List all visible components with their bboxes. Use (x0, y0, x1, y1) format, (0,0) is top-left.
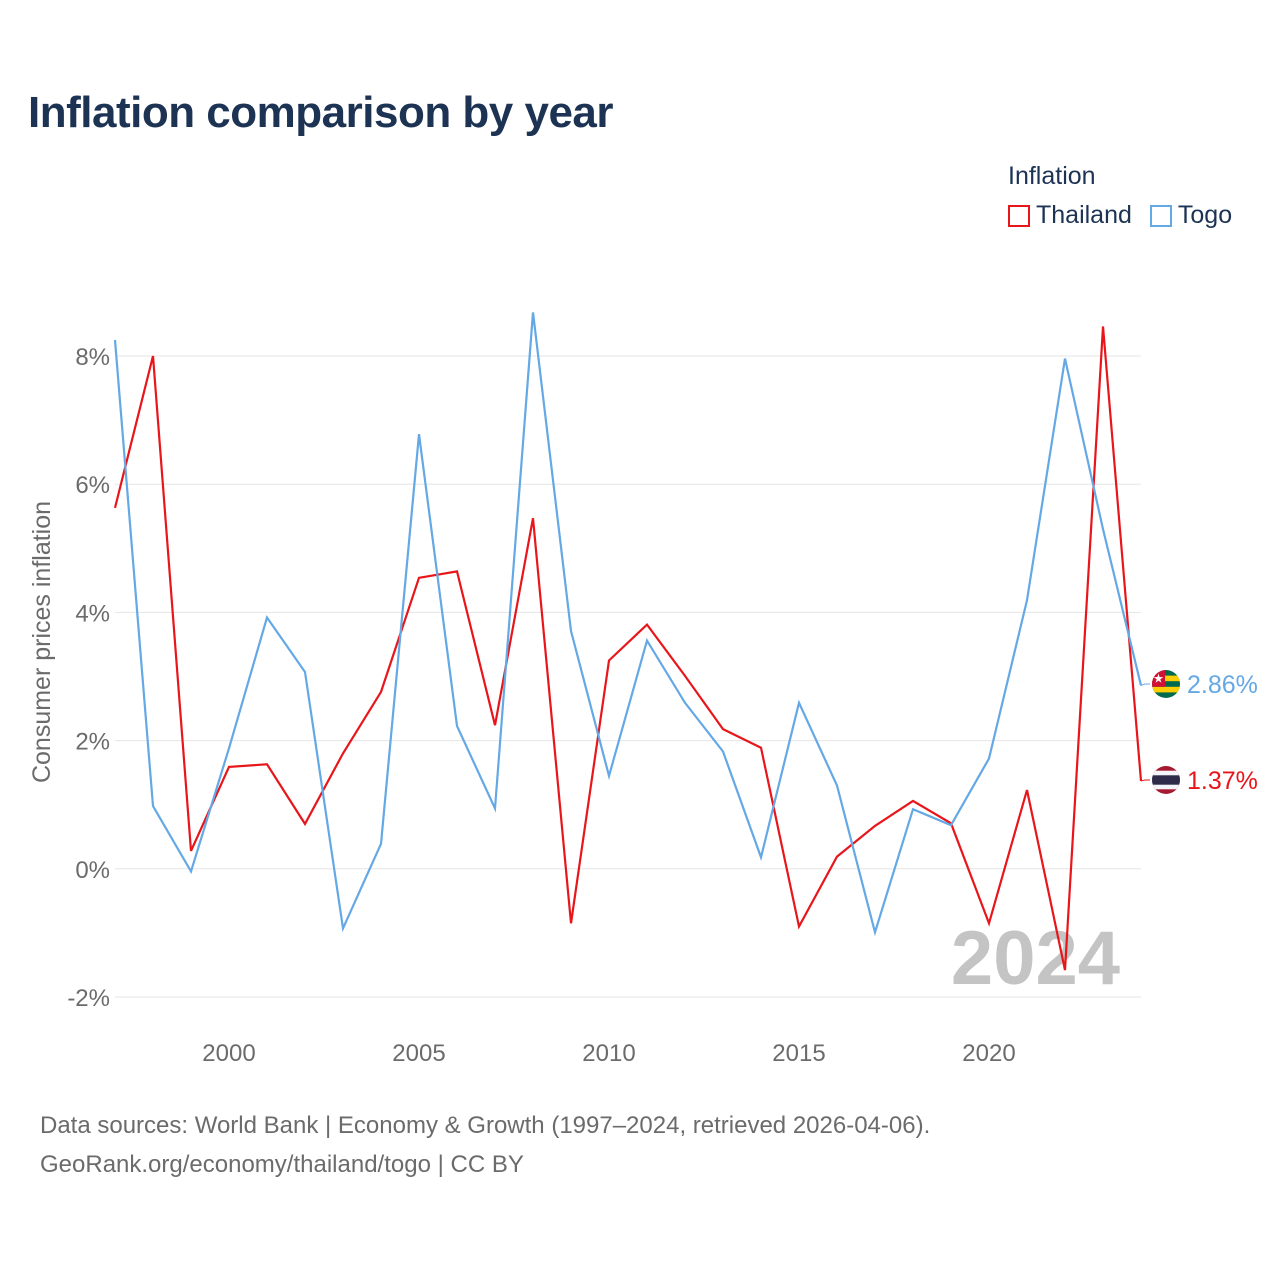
thailand-flag-icon (1152, 766, 1180, 794)
x-tick-label: 2010 (582, 1040, 635, 1067)
legend-item-thailand[interactable]: Thailand (1008, 201, 1132, 230)
legend-label-togo: Togo (1177, 201, 1233, 229)
series-line-togo (113, 312, 1143, 937)
source-note: Data sources: World Bank | Economy & Gro… (40, 1106, 930, 1184)
y-axis-label: Consumer prices inflation (28, 501, 56, 783)
legend-swatch-thailand (1008, 204, 1030, 227)
y-tick-label: 2% (75, 729, 110, 756)
year-watermark: 2024 (951, 916, 1120, 1001)
source-line-2[interactable]: GeoRank.org/economy/thailand/togo | CC B… (40, 1151, 524, 1178)
legend-title: Inflation (1008, 162, 1096, 190)
x-tick-label: 2005 (392, 1040, 445, 1067)
y-axis-ticks: -2% 0% 2% 4% 6% 8% (67, 344, 110, 1012)
source-line-1: Data sources: World Bank | Economy & Gro… (40, 1112, 931, 1139)
page-title: Inflation comparison by year (28, 88, 614, 137)
x-tick-label: 2015 (772, 1040, 825, 1067)
x-tick-label: 2020 (962, 1040, 1015, 1067)
grid-lines (115, 355, 1141, 998)
series-end-labels: 1.37% 2.86% (1140, 670, 1258, 795)
y-tick-label: 0% (75, 857, 110, 884)
end-connector-togo (1140, 683, 1150, 686)
y-tick-label: 6% (75, 472, 110, 499)
legend-swatch-togo (1149, 204, 1172, 227)
legend-label-thailand: Thailand (1036, 201, 1132, 229)
series-line-thailand (113, 326, 1143, 971)
y-tick-label: -2% (67, 985, 110, 1012)
togo-flag-icon (1152, 670, 1180, 698)
x-tick-label: 2000 (202, 1040, 255, 1067)
series-lines (113, 312, 1143, 971)
end-connector-thailand (1140, 779, 1150, 782)
y-tick-label: 4% (75, 600, 110, 627)
y-tick-label: 8% (75, 344, 110, 371)
legend-item-togo[interactable]: Togo (1149, 201, 1233, 230)
end-label-togo: 2.86% (1187, 671, 1258, 699)
x-axis-ticks: 2000 2005 2010 2015 2020 (202, 1040, 1015, 1067)
end-label-thailand: 1.37% (1187, 767, 1258, 795)
legend: Inflation Thailand Togo (1008, 162, 1250, 230)
